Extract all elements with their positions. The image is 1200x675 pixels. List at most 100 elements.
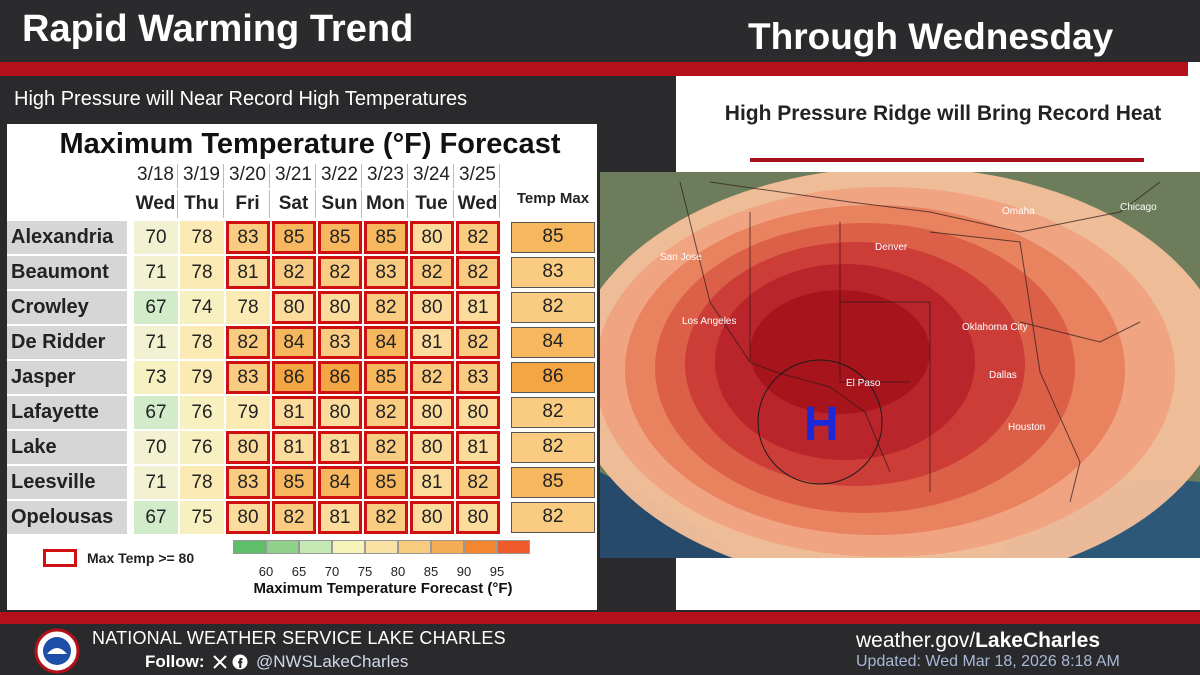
temp-cell: 81 (410, 466, 454, 499)
temp-cell: 83 (456, 361, 500, 394)
temp-cell: 82 (456, 256, 500, 289)
day-header: Thu (180, 190, 224, 218)
city-name: Lake Charles (7, 431, 127, 491)
temp-cell: 80 (410, 501, 454, 534)
city-label: Chicago (1120, 202, 1157, 213)
temp-cell: 83 (318, 326, 362, 359)
temp-cell: 85 (364, 221, 408, 254)
temp-cell: 71 (134, 326, 178, 359)
temp-cell: 71 (134, 256, 178, 289)
max-temp-cell: 84 (511, 327, 595, 358)
temp-cell: 75 (180, 501, 224, 534)
temp-cell: 67 (134, 501, 178, 534)
temp-cell: 85 (364, 466, 408, 499)
scale-tick-label: 90 (456, 564, 472, 579)
city-name: Crowley (7, 291, 127, 324)
city-name: Leesville (7, 466, 127, 499)
table-title: Maximum Temperature (°F) Forecast (59, 128, 561, 160)
temp-cell: 78 (226, 291, 270, 324)
city-label: San Jose (660, 252, 702, 263)
temp-cell: 82 (318, 256, 362, 289)
updated-time: Updated: Wed Mar 18, 2026 8:18 AM (856, 653, 1120, 670)
day-header: Sun (318, 190, 362, 218)
temp-cell: 83 (226, 221, 270, 254)
scale-swatch (233, 540, 266, 554)
temp-cell: 82 (364, 396, 408, 429)
temp-cell: 82 (364, 291, 408, 324)
footer-divider (0, 612, 1200, 624)
temp-cell: 74 (180, 291, 224, 324)
header-divider-end (1188, 62, 1200, 76)
temp-cell: 80 (226, 501, 270, 534)
temp-cell: 80 (272, 291, 316, 324)
scale-swatch (266, 540, 299, 554)
city-label: Denver (875, 242, 908, 253)
day-header: Fri (226, 190, 270, 218)
date-header: 3/23 (364, 164, 408, 188)
high-contour (757, 359, 883, 485)
city-label: El Paso (846, 378, 881, 389)
date-header: 3/18 (134, 164, 178, 188)
temp-cell: 82 (364, 431, 408, 464)
date-header: 3/19 (180, 164, 224, 188)
temp-cell: 80 (410, 291, 454, 324)
scale-swatch (365, 540, 398, 554)
header-period: Through Wednesday (748, 16, 1114, 57)
temp-cell: 67 (134, 291, 178, 324)
top-header (0, 0, 1200, 62)
temp-cell: 85 (364, 361, 408, 394)
day-header: Mon (364, 190, 408, 218)
social-handle[interactable]: @NWSLakeCharles (256, 652, 409, 671)
temp-cell: 83 (226, 466, 270, 499)
temp-cell: 85 (272, 221, 316, 254)
scale-swatch (497, 540, 530, 554)
temp-cell: 70 (134, 431, 178, 464)
website-prefix: weather.gov/ (856, 629, 976, 652)
temp-cell: 82 (456, 221, 500, 254)
temp-cell: 82 (364, 501, 408, 534)
temp-cell: 81 (318, 501, 362, 534)
map-heading-underline (750, 158, 1144, 162)
city-name: Beaumont (7, 256, 127, 289)
temp-cell: 80 (410, 431, 454, 464)
temp-cell: 71 (134, 466, 178, 499)
date-header: 3/22 (318, 164, 362, 188)
website-link[interactable]: weather.gov/LakeCharles (856, 629, 1100, 653)
temp-cell: 84 (272, 326, 316, 359)
temp-cell: 81 (318, 431, 362, 464)
city-name: Jasper (7, 361, 127, 394)
scale-tick-label: 95 (489, 564, 505, 579)
scale-tick-label: 65 (291, 564, 307, 579)
temp-cell: 83 (364, 256, 408, 289)
map-footer-panel (676, 558, 1200, 610)
max-temp-cell: 82 (511, 397, 595, 428)
ridge-map-graphic: San Jose Los Angeles Denver Omaha Chicag… (600, 172, 1200, 558)
date-header: 3/20 (226, 164, 270, 188)
temp-cell: 80 (456, 396, 500, 429)
scale-title: Maximum Temperature Forecast (°F) (253, 580, 513, 597)
legend-hot-label: Max Temp >= 80 (87, 550, 195, 566)
max-temp-cell: 82 (511, 292, 595, 323)
scale-swatch (332, 540, 365, 554)
max-temp-header: Temp Max (516, 190, 590, 207)
facebook-icon[interactable] (232, 654, 248, 670)
office-name: NATIONAL WEATHER SERVICE LAKE CHARLES (92, 628, 506, 648)
temp-cell: 70 (134, 221, 178, 254)
city-name: Lafayette (7, 396, 127, 429)
scale-swatch (464, 540, 497, 554)
max-temp-cell: 85 (511, 467, 595, 498)
temp-cell: 82 (272, 256, 316, 289)
city-name: Opelousas (7, 501, 127, 534)
temp-cell: 81 (456, 291, 500, 324)
x-icon[interactable] (212, 654, 228, 670)
follow-label: Follow: (145, 652, 205, 671)
state-borders (679, 181, 1161, 503)
max-temp-cell: 85 (511, 222, 595, 253)
date-header: 3/24 (410, 164, 454, 188)
temp-cell: 85 (318, 221, 362, 254)
high-pressure-marker: H (804, 398, 839, 451)
temp-cell: 78 (180, 221, 224, 254)
temp-cell: 82 (456, 326, 500, 359)
day-header: Wed (456, 190, 500, 218)
temp-cell: 80 (318, 396, 362, 429)
